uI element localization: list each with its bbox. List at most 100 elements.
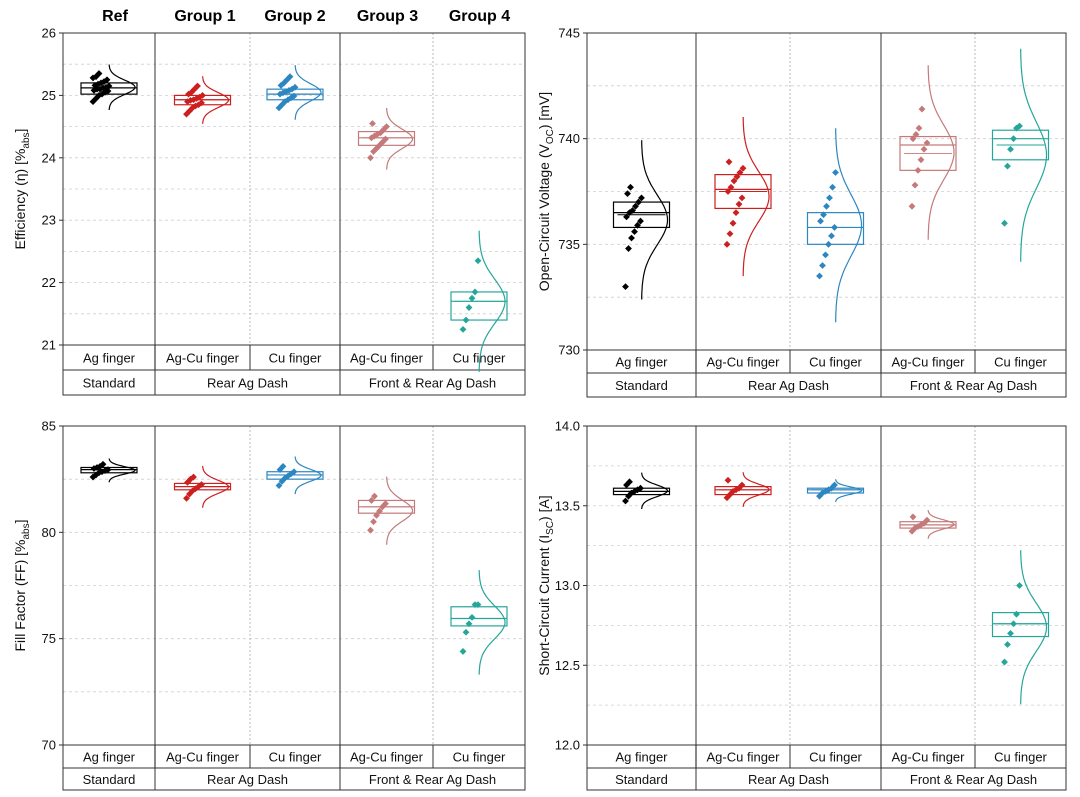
plot-frame — [62, 425, 526, 791]
category-label: Ag-Cu finger — [350, 351, 424, 366]
data-point — [632, 202, 639, 210]
data-point — [287, 94, 295, 102]
data-point — [1013, 610, 1020, 618]
data-point — [92, 471, 100, 479]
category-label: Ag-Cu finger — [166, 750, 240, 765]
category-label: Cu finger — [994, 750, 1047, 765]
group-label: Front & Rear Ag Dash — [910, 378, 1037, 393]
series-ref — [80, 64, 138, 110]
data-point — [383, 123, 390, 130]
data-point — [828, 232, 835, 240]
data-point — [1016, 122, 1023, 130]
data-point — [1016, 582, 1023, 589]
data-point — [623, 213, 630, 221]
distribution-curve — [294, 456, 322, 495]
data-point — [185, 90, 192, 98]
data-point — [474, 257, 482, 265]
category-label: Ag-Cu finger — [707, 750, 781, 765]
data-point — [190, 473, 197, 481]
distribution-curve — [641, 472, 669, 509]
data-point — [624, 190, 631, 198]
box — [357, 130, 416, 146]
data-point — [832, 169, 839, 176]
data-point — [290, 92, 298, 100]
category-label: Ag-Cu finger — [892, 750, 966, 765]
y-tick-label: 22 — [42, 275, 56, 290]
data-point — [288, 85, 296, 93]
data-point — [823, 202, 830, 210]
data-point — [914, 166, 922, 174]
data-point — [831, 481, 838, 489]
data-point — [280, 79, 288, 87]
distribution-curve — [1020, 48, 1048, 262]
series-group-2 — [266, 456, 324, 495]
distribution-curve — [641, 140, 669, 300]
distribution-curve — [202, 465, 230, 508]
data-point — [739, 164, 747, 172]
data-point — [912, 131, 920, 138]
data-point — [382, 500, 389, 508]
data-point — [277, 82, 285, 89]
group-label: Standard — [83, 376, 136, 391]
data-point — [474, 601, 482, 609]
y-axis-title-sub: abs — [21, 523, 32, 539]
series-ref — [612, 140, 671, 300]
data-point — [923, 516, 931, 524]
data-point — [723, 240, 731, 248]
series-group-1 — [714, 117, 772, 277]
distribution-curve — [294, 65, 322, 120]
distribution-curve — [108, 458, 136, 483]
data-point — [825, 240, 832, 248]
data-point — [622, 283, 629, 290]
group-label: Rear Ag Dash — [207, 772, 288, 787]
data-point — [282, 88, 290, 96]
data-point — [627, 183, 634, 191]
data-point — [831, 224, 838, 231]
box — [991, 129, 1050, 161]
y-tick-label: 75 — [42, 631, 56, 646]
distribution-curve — [108, 64, 136, 110]
data-point — [286, 73, 294, 81]
data-point — [377, 129, 384, 137]
data-point — [462, 628, 470, 636]
data-point — [368, 134, 375, 142]
data-point — [190, 96, 197, 104]
data-point — [290, 468, 298, 476]
data-point — [634, 221, 641, 229]
y-tick-label: 12.5 — [555, 658, 580, 673]
category-label: Ag finger — [615, 355, 668, 370]
group-label: Front & Rear Ag Dash — [369, 376, 496, 391]
group-label: Standard — [83, 772, 136, 787]
data-point — [637, 217, 644, 225]
header-group-1: Group 1 — [174, 8, 236, 25]
data-point — [918, 105, 926, 113]
data-point — [380, 126, 387, 134]
data-point — [724, 188, 732, 195]
distribution-curve — [835, 479, 863, 502]
data-point — [465, 620, 473, 628]
series-group-1 — [173, 76, 232, 124]
distribution-curve — [202, 76, 230, 124]
data-point — [1001, 219, 1008, 227]
data-point — [724, 476, 732, 484]
group-label: Rear Ag Dash — [748, 378, 829, 393]
data-point — [738, 194, 746, 202]
y-tick-label: 745 — [558, 26, 580, 41]
data-point — [279, 463, 287, 470]
data-point — [915, 124, 923, 132]
y-axis-title-main: Fill Factor (FF) [% — [12, 540, 28, 652]
data-point — [1007, 629, 1014, 637]
data-point — [628, 234, 635, 242]
data-point — [279, 89, 287, 97]
series-group-1 — [173, 465, 232, 508]
y-axis-title-main: Short-Circuit Current (I — [536, 535, 552, 676]
data-point — [638, 194, 645, 202]
plot-frame — [586, 425, 1067, 791]
data-point — [1007, 145, 1014, 153]
y-tick-label: 25 — [42, 88, 56, 103]
data-point — [820, 211, 827, 219]
y-tick-label: 12.0 — [555, 738, 580, 753]
series-ref — [80, 458, 138, 483]
data-point — [367, 526, 374, 534]
data-point — [732, 209, 740, 217]
